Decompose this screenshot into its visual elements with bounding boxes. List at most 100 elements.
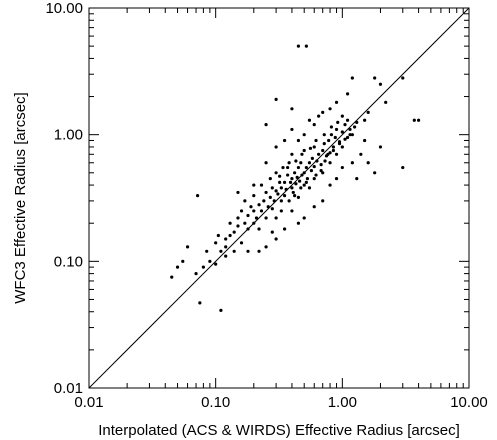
data-point [350,161,354,165]
data-point [208,259,212,263]
data-point [294,182,298,186]
x-tick-label: 0.01 [74,394,103,411]
data-point [257,227,261,231]
data-point [323,159,327,163]
data-point [309,169,314,173]
data-point [329,133,334,137]
data-point [281,165,285,170]
data-point [359,152,363,156]
data-point [291,190,295,195]
data-point [279,186,283,190]
data-point [315,159,319,163]
data-point [274,216,278,220]
data-point [300,173,304,177]
data-point [290,152,294,156]
data-point [401,165,405,170]
data-point [319,169,323,173]
y-tick-label: 1.00 [54,127,83,144]
data-point [312,123,316,127]
data-point [239,241,244,245]
data-point [279,199,283,203]
data-point [312,176,316,181]
data-point [264,216,268,220]
data-point [340,145,344,149]
data-point [304,44,308,48]
data-point [274,171,278,175]
data-point [337,142,342,146]
data-point [252,194,256,198]
data-point [412,118,416,122]
data-point [336,120,340,124]
data-point [345,135,350,140]
data-point [340,130,344,134]
data-points [170,44,421,312]
data-point [378,82,383,86]
data-point [304,165,308,170]
data-point [286,165,290,170]
data-point [228,233,232,238]
data-point [302,171,306,175]
data-point [278,174,282,178]
y-tick-label: 10.00 [45,0,83,17]
data-point [279,209,283,213]
data-point [321,199,325,203]
data-point [322,142,326,146]
data-point [343,137,347,141]
data-point [327,138,331,143]
x-axis-title: Interpolated (ACS & WIRDS) Effective Rad… [98,422,460,439]
data-point [259,209,264,213]
data-point [355,176,359,181]
data-point [282,227,287,231]
data-point [249,205,253,209]
data-point [270,230,274,234]
data-point [264,161,268,165]
data-point [290,186,294,190]
data-point [305,176,310,181]
data-point [236,216,240,220]
data-point [268,195,272,199]
data-point [295,175,299,179]
data-point [252,183,256,187]
data-point [378,145,383,149]
data-point [300,152,304,156]
x-tick-label: 0.10 [201,394,230,411]
data-point [219,249,223,253]
data-point [278,180,282,184]
data-point [312,205,316,209]
data-point [282,194,287,198]
data-point [312,145,316,149]
data-point [170,275,174,279]
data-point [257,249,261,253]
data-point [322,133,326,137]
data-point [198,301,202,305]
data-point [274,189,278,193]
data-point [194,272,198,276]
data-point [334,152,339,156]
data-point [298,179,302,183]
data-point [246,213,250,218]
data-point [302,216,306,220]
data-point [214,262,218,266]
data-point [236,224,240,228]
data-point [288,180,293,184]
data-point [264,123,268,127]
data-point [185,245,190,249]
data-point [307,118,312,122]
data-point [304,180,308,184]
data-point [290,127,294,132]
data-point [345,92,350,96]
data-point [296,221,301,225]
data-point [216,233,220,238]
y-axis-title: WFC3 Effective Radius [arcsec] [12,92,29,303]
data-point [314,173,318,177]
data-point [366,161,370,165]
data-point [307,161,312,165]
data-point [363,138,367,143]
data-point [268,176,272,181]
data-point [290,209,294,213]
data-point [286,173,290,177]
data-point [329,125,334,129]
axis-ticks [89,8,469,388]
data-point [326,152,330,156]
data-point [276,192,280,196]
